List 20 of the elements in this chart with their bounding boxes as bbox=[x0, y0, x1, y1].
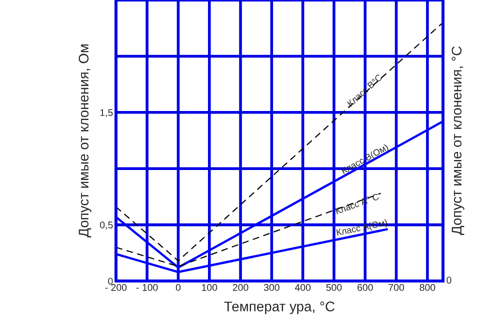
annotation: Класс А° С bbox=[335, 193, 380, 214]
x-tick-label: - 200 bbox=[105, 284, 127, 291]
y-axis-title: Допуст имые от клонения, Ом bbox=[78, 44, 92, 238]
x-tick-label: 700 bbox=[388, 284, 404, 291]
y-tick-label: 1,5 bbox=[100, 109, 113, 118]
x-tick-label: 0 bbox=[176, 284, 181, 291]
annotation: Класс А(Ом) bbox=[336, 218, 388, 238]
text: 0 bbox=[446, 276, 452, 284]
x-tick-label: - 100 bbox=[136, 284, 158, 291]
x-tick-label: 300 bbox=[264, 284, 280, 291]
x-tick-label: 800 bbox=[420, 284, 436, 291]
x-axis-title: Температ ура, °С bbox=[224, 302, 334, 314]
y-tick-label: 0,5 bbox=[100, 222, 113, 230]
x-tick-label: 100 bbox=[202, 284, 218, 291]
x-tick-label: 600 bbox=[358, 284, 373, 291]
y-tick-label: 0 bbox=[108, 278, 113, 285]
x-tick-label: 400 bbox=[294, 284, 311, 291]
x-tick-label: 500 bbox=[326, 284, 342, 291]
x-tick-label: 200 bbox=[232, 284, 248, 291]
y2-axis-title: Допуст имые от клонения, °С bbox=[452, 46, 464, 235]
